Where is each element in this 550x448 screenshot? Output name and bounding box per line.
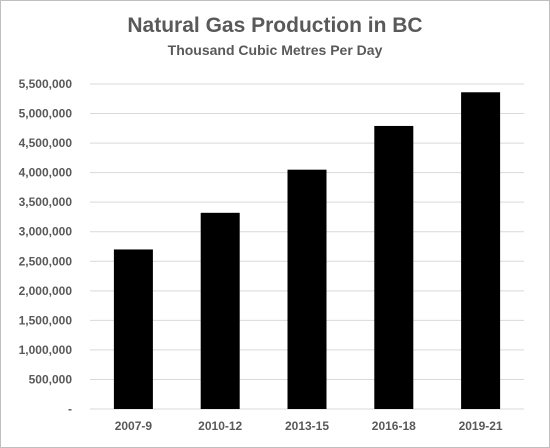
y-tick-label: 4,000,000 [19,166,73,180]
y-tick-label: 500,000 [29,372,73,386]
x-tick-label: 2016-18 [372,419,416,433]
y-tick-label: 1,000,000 [19,343,73,357]
bars [113,92,501,410]
x-tick-label: 2010-12 [198,419,242,433]
y-tick-label: 3,500,000 [19,195,73,209]
y-tick-label: 5,000,000 [19,107,73,121]
chart-subtitle: Thousand Cubic Metres Per Day [167,42,383,58]
x-axis-tick-labels: 2007-9 2010-12 2013-15 2016-18 2019-21 [115,419,503,433]
x-tick-label: 2013-15 [285,419,329,433]
x-tick-label: 2019-21 [459,419,503,433]
y-tick-label: - [68,402,72,416]
chart-title: Natural Gas Production in BC [127,14,423,37]
bar [200,212,240,409]
bar [113,249,153,409]
x-tick-label: 2007-9 [115,419,153,433]
bar [461,92,501,409]
y-tick-label: 3,000,000 [19,225,73,239]
y-tick-label: 1,500,000 [19,313,73,327]
y-tick-label: 4,500,000 [19,136,73,150]
bar [287,169,327,409]
y-axis-tick-labels: - 500,000 1,000,000 1,500,000 2,000,000 2,500… [19,77,73,416]
y-tick-label: 2,000,000 [19,284,73,298]
y-tick-label: 5,500,000 [19,77,73,91]
y-tick-label: 2,500,000 [19,254,73,268]
bar [374,125,414,410]
